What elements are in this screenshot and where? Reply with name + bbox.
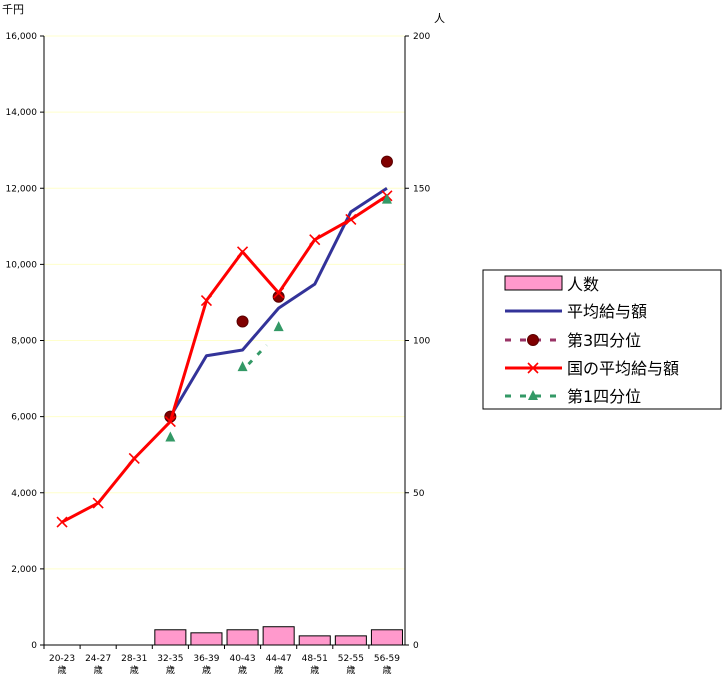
- left-tick-label: 0: [31, 641, 37, 651]
- bar-headcount: [370, 629, 403, 646]
- left-tick-label: 12,000: [6, 184, 38, 194]
- bar-headcount: [154, 629, 187, 646]
- x-tick-label-unit: 歳: [238, 664, 247, 676]
- point-first-quartile: [381, 193, 392, 204]
- legend-item-third-quartile: 第3四分位: [505, 331, 641, 350]
- point-national-average: [345, 213, 357, 226]
- legend-item-headcount: 人数: [504, 275, 599, 294]
- x-tick-label-unit: 歳: [346, 664, 355, 676]
- legend-label: 平均給与額: [567, 302, 647, 321]
- x-tick-label-unit: 歳: [202, 664, 211, 676]
- left-tick-label: 2,000: [11, 565, 37, 575]
- point-national-average: [200, 294, 213, 307]
- x-tick-label: 20-23: [49, 654, 75, 664]
- legend-swatch-marker: [527, 334, 539, 346]
- bar-headcount: [298, 635, 331, 646]
- x-tick-label-unit: 歳: [274, 664, 283, 676]
- point-national-average: [56, 516, 68, 528]
- x-tick-label: 32-35: [157, 654, 183, 664]
- point-national-average: [128, 452, 140, 465]
- point-national-average: [164, 416, 176, 428]
- x-tick-label: 24-27: [85, 654, 111, 664]
- x-tick-label: 48-51: [302, 654, 328, 664]
- point-national-average: [92, 497, 104, 509]
- left-axis-unit: 千円: [2, 3, 24, 16]
- right-tick-label: 0: [413, 641, 419, 651]
- point-first-quartile: [237, 361, 248, 372]
- legend-swatch-marker: [527, 362, 539, 374]
- bar-headcount: [226, 629, 259, 646]
- x-tick-label: 36-39: [193, 654, 219, 664]
- x-tick-label: 40-43: [229, 654, 255, 664]
- legend-item-national-average: 国の平均給与額: [505, 359, 679, 378]
- legend-swatch-bar: [504, 275, 563, 291]
- point-national-average: [273, 287, 285, 299]
- point-national-average: [236, 246, 249, 258]
- point-third-quartile: [236, 315, 249, 328]
- left-tick-label: 14,000: [6, 108, 38, 118]
- tick-labels: 0 2,000 4,000 6,000 8,000 10,000 12,000 14,000 1…: [6, 32, 431, 676]
- left-tick-label: 4,000: [11, 489, 37, 499]
- right-tick-label: 150: [413, 184, 430, 194]
- point-national-average: [309, 234, 321, 246]
- right-axis-unit: 人: [434, 12, 445, 25]
- x-tick-label-unit: 歳: [58, 664, 67, 676]
- x-tick-label-unit: 歳: [130, 664, 139, 676]
- left-tick-label: 10,000: [6, 260, 38, 270]
- bar-headcount: [262, 626, 295, 646]
- legend-label: 国の平均給与額: [567, 359, 679, 378]
- left-tick-label: 16,000: [6, 32, 38, 42]
- x-tick-label-unit: 歳: [166, 664, 175, 676]
- x-tick-label: 28-31: [121, 654, 147, 664]
- legend-item-average-salary: 平均給与額: [505, 302, 647, 321]
- x-tick-label: 52-55: [338, 654, 364, 664]
- legend-item-first-quartile: 第1四分位: [505, 387, 641, 406]
- legend-swatch-marker: [528, 390, 538, 400]
- legend-label: 人数: [567, 275, 599, 294]
- point-first-quartile: [273, 321, 284, 332]
- point-first-quartile: [165, 431, 176, 442]
- x-tick-label-unit: 歳: [94, 664, 103, 676]
- dashed-first-quartile: [247, 344, 268, 366]
- left-tick-label: 8,000: [11, 337, 37, 347]
- right-tick-label: 200: [413, 32, 430, 42]
- point-third-quartile: [380, 155, 393, 168]
- legend: 人数 平均給与額 第3四分位 国の平均給与額 第1四分位: [482, 269, 722, 410]
- x-tick-label-unit: 歳: [310, 664, 319, 676]
- grid-lines: [44, 35, 405, 570]
- bars-headcount: [154, 626, 403, 646]
- right-tick-label: 100: [413, 337, 430, 347]
- x-tick-label: 56-59: [374, 654, 400, 664]
- series-lines: [56, 155, 393, 528]
- right-tick-label: 50: [413, 489, 425, 499]
- legend-label: 第3四分位: [567, 331, 641, 350]
- bar-headcount: [190, 632, 223, 646]
- line-national-average: [61, 194, 388, 524]
- left-tick-label: 6,000: [11, 413, 37, 423]
- bar-headcount: [334, 635, 367, 646]
- legend-label: 第1四分位: [567, 387, 641, 406]
- x-tick-label-unit: 歳: [382, 664, 391, 676]
- x-tick-label: 44-47: [266, 654, 292, 664]
- line-average-salary: [169, 186, 388, 418]
